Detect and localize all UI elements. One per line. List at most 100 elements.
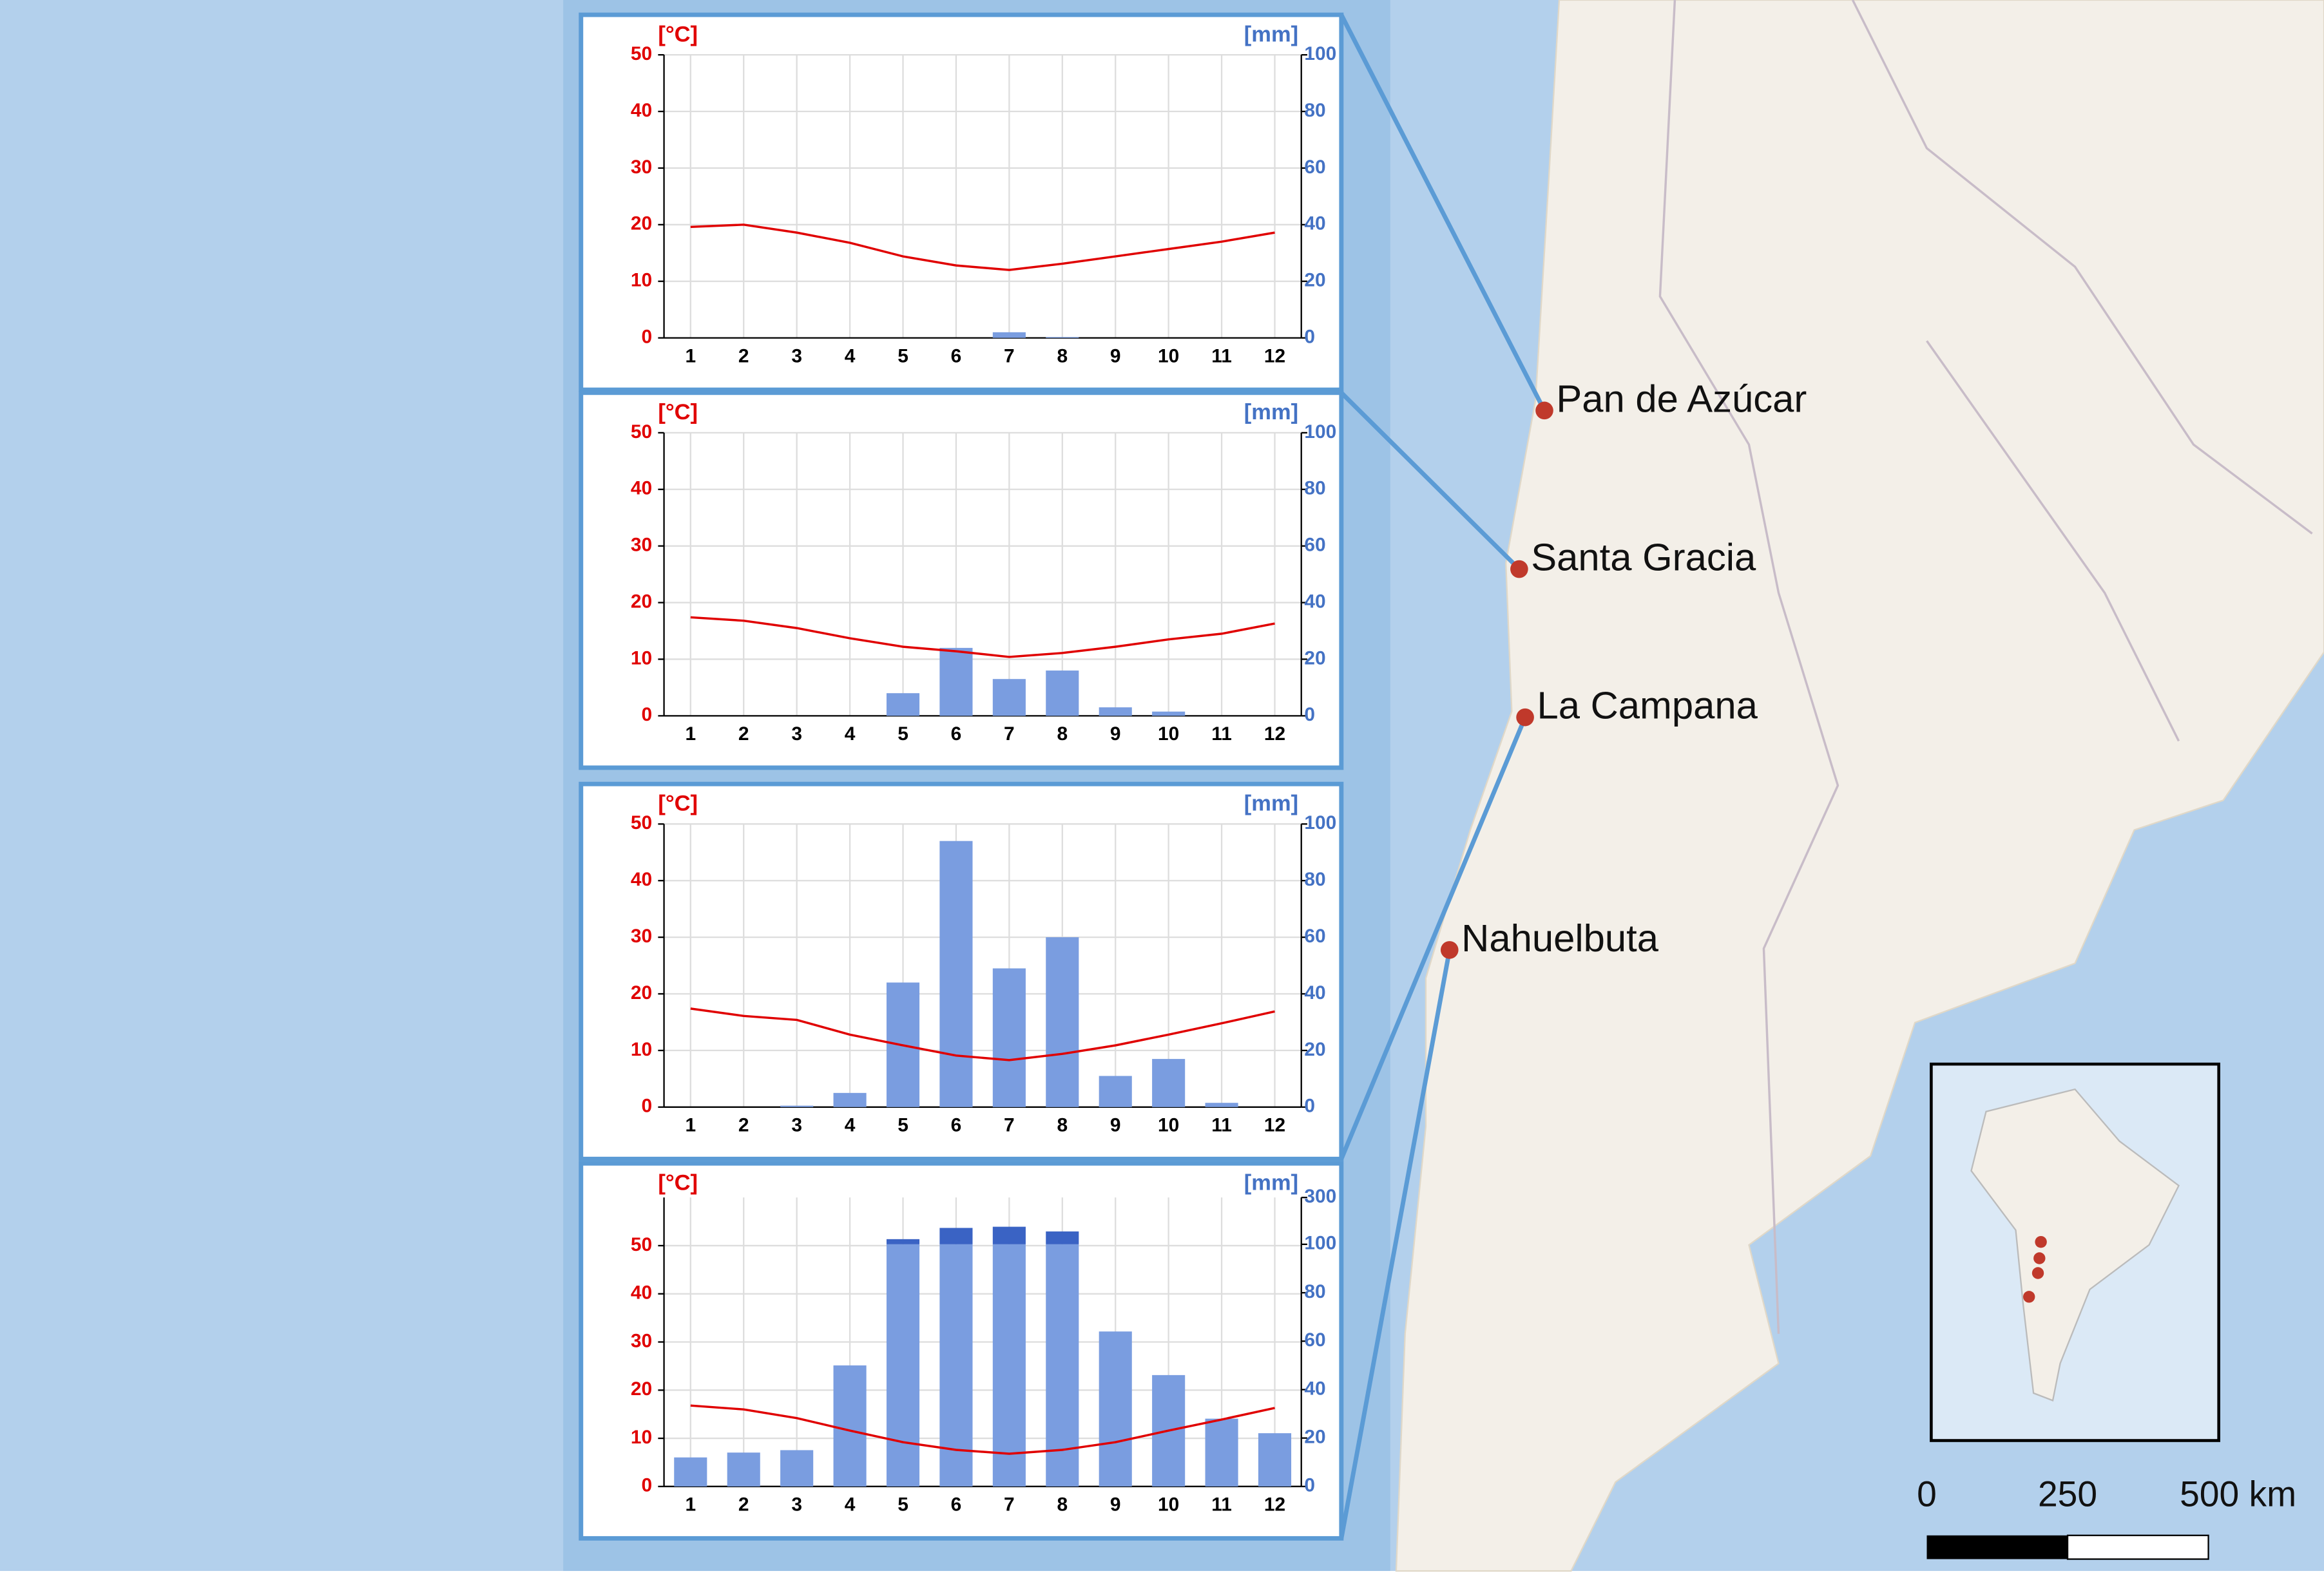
x-tick-label: 4 <box>845 1494 856 1516</box>
x-tick-label: 9 <box>1110 1494 1121 1516</box>
site-label: La Campana <box>1537 684 1758 727</box>
y2-tick-label: 60 <box>1304 157 1325 178</box>
bar <box>939 1244 973 1487</box>
bar <box>1152 1059 1186 1107</box>
borders <box>1658 0 2313 1334</box>
y2-tick-label: 80 <box>1304 100 1325 121</box>
site-marker <box>1510 560 1528 578</box>
bar <box>780 1450 814 1487</box>
inset-continent <box>1970 1088 2180 1402</box>
y-tick-label: 50 <box>631 812 652 833</box>
bar <box>1046 671 1079 716</box>
x-tick-label: 9 <box>1110 345 1121 366</box>
y-tick-label: 10 <box>631 1427 652 1448</box>
bar <box>833 1365 867 1487</box>
y2-tick-label: 40 <box>1304 982 1325 1004</box>
y2-tick-label: 0 <box>1304 1475 1315 1496</box>
bar <box>1046 937 1079 1107</box>
y-tick-label: 20 <box>631 1378 652 1400</box>
x-tick-label: 6 <box>951 1115 962 1136</box>
bar <box>1046 1244 1079 1487</box>
x-tick-label: 4 <box>845 723 856 745</box>
x-tick-label: 6 <box>951 345 962 366</box>
x-tick-label: 9 <box>1110 1115 1121 1136</box>
y2-tick-label: 0 <box>1304 327 1315 348</box>
land <box>1395 0 2324 1572</box>
y2-tick-label: 100 <box>1304 421 1336 442</box>
bar <box>886 1244 920 1487</box>
bar-break-cap <box>939 1228 973 1244</box>
x-tick-label: 1 <box>685 1115 696 1136</box>
y2-tick-label: 80 <box>1304 1281 1325 1302</box>
x-tick-label: 11 <box>1211 1115 1232 1136</box>
bar <box>727 1452 760 1487</box>
x-tick-label: 10 <box>1158 1115 1179 1136</box>
inset-sites <box>2023 1235 2047 1303</box>
x-tick-label: 7 <box>1004 345 1015 366</box>
x-tick-label: 12 <box>1264 345 1285 366</box>
x-tick-label: 2 <box>738 345 749 366</box>
y2-tick-label: 20 <box>1304 1039 1325 1060</box>
y2-tick-label: 40 <box>1304 1378 1325 1399</box>
connector <box>1339 949 1452 1539</box>
bar <box>1205 1103 1238 1107</box>
x-tick-label: 4 <box>845 1115 856 1136</box>
site-marker <box>1535 401 1553 420</box>
x-tick-label: 7 <box>1004 1494 1015 1516</box>
x-tick-label: 6 <box>951 723 962 745</box>
y2-tick-label: 0 <box>1304 1096 1315 1117</box>
y-tick-label: 10 <box>631 1039 652 1060</box>
y-tick-label: 30 <box>631 157 652 178</box>
y-tick-label: 20 <box>631 213 652 234</box>
y-tick-label: 30 <box>631 1330 652 1351</box>
bar <box>1205 1418 1238 1487</box>
bar <box>1099 1076 1132 1107</box>
x-tick-label: 4 <box>845 345 856 366</box>
y-axis-label: [°C] <box>658 400 698 424</box>
y2-tick-label: 0 <box>1304 704 1315 725</box>
y-axis-label: [°C] <box>658 792 698 816</box>
connector <box>1339 716 1528 1160</box>
y2-tick-label: 40 <box>1304 591 1325 612</box>
bar <box>1152 711 1186 716</box>
scale-bar-light <box>2066 1534 2209 1560</box>
connector <box>1339 14 1547 412</box>
x-tick-label: 10 <box>1158 1494 1179 1516</box>
y-tick-label: 50 <box>631 43 652 64</box>
y2-tick-label: 40 <box>1304 213 1325 234</box>
chart-box <box>579 12 1344 392</box>
bar <box>1099 1331 1132 1487</box>
bar <box>992 679 1026 716</box>
x-tick-label: 10 <box>1158 723 1179 745</box>
x-tick-label: 2 <box>738 1494 749 1516</box>
x-tick-label: 12 <box>1264 1494 1285 1516</box>
x-tick-label: 8 <box>1057 345 1068 366</box>
bar <box>1099 707 1132 716</box>
x-tick-label: 8 <box>1057 723 1068 745</box>
y2-tick-label: 300 <box>1304 1186 1336 1207</box>
inset-site <box>2035 1235 2047 1248</box>
y2-tick-label: 60 <box>1304 926 1325 947</box>
x-tick-label: 10 <box>1158 345 1179 366</box>
y2-tick-label: 100 <box>1304 812 1336 833</box>
x-tick-label: 11 <box>1211 345 1232 366</box>
site-label: Santa Gracia <box>1531 536 1756 579</box>
y2-tick-label: 100 <box>1304 43 1336 64</box>
bar <box>780 1105 814 1107</box>
y2-tick-label: 60 <box>1304 1329 1325 1351</box>
x-tick-label: 5 <box>898 1494 908 1516</box>
bar <box>1258 1433 1292 1487</box>
y-tick-label: 30 <box>631 926 652 947</box>
bar <box>992 332 1026 338</box>
y-tick-label: 0 <box>642 327 653 348</box>
x-tick-label: 1 <box>685 1494 696 1516</box>
site-marker <box>1516 708 1534 727</box>
inset-site <box>2023 1291 2035 1303</box>
x-tick-label: 7 <box>1004 1115 1015 1136</box>
bar <box>833 1092 867 1107</box>
y2-tick-label: 80 <box>1304 478 1325 499</box>
bar <box>992 1244 1026 1487</box>
x-tick-label: 1 <box>685 723 696 745</box>
bar <box>992 968 1026 1107</box>
